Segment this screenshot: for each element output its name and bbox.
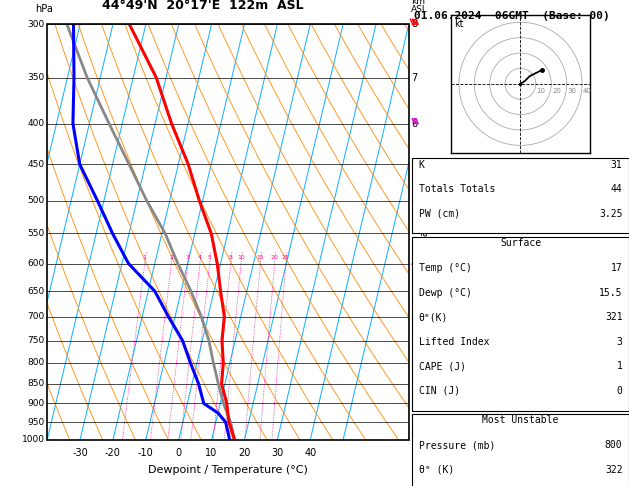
Text: 6: 6 [411, 119, 417, 129]
Text: 1000: 1000 [21, 435, 45, 444]
Text: 3: 3 [186, 255, 190, 260]
Text: 900: 900 [27, 399, 45, 408]
Text: 600: 600 [27, 259, 45, 268]
Text: 40: 40 [304, 448, 316, 458]
Text: CAPE (J): CAPE (J) [418, 361, 465, 371]
Text: kt: kt [454, 19, 464, 29]
Text: 30: 30 [567, 88, 576, 94]
Text: LCL: LCL [411, 435, 427, 444]
Text: 350: 350 [27, 73, 45, 82]
Text: 10: 10 [537, 88, 545, 94]
Text: 20: 20 [238, 448, 250, 458]
Text: 15: 15 [257, 255, 264, 260]
Text: 750: 750 [27, 336, 45, 345]
Text: 3.25: 3.25 [599, 209, 623, 219]
FancyBboxPatch shape [412, 158, 629, 233]
Text: 700: 700 [27, 312, 45, 321]
Text: 1: 1 [143, 255, 147, 260]
Text: 31: 31 [611, 159, 623, 170]
Text: 650: 650 [27, 287, 45, 295]
Text: 550: 550 [27, 229, 45, 238]
Text: 7: 7 [411, 72, 417, 83]
Text: θᵉ(K): θᵉ(K) [418, 312, 448, 322]
Text: 17: 17 [611, 263, 623, 273]
Text: 20: 20 [270, 255, 279, 260]
FancyBboxPatch shape [412, 237, 629, 411]
Text: Most Unstable: Most Unstable [482, 416, 559, 425]
Text: 10: 10 [206, 448, 218, 458]
Text: 30: 30 [271, 448, 284, 458]
Text: K: K [418, 159, 425, 170]
Text: 5: 5 [411, 195, 417, 206]
Text: -20: -20 [105, 448, 121, 458]
Text: 20: 20 [552, 88, 561, 94]
Text: 10: 10 [237, 255, 245, 260]
Text: hPa: hPa [36, 4, 53, 14]
Text: 40: 40 [583, 88, 592, 94]
Text: 4: 4 [411, 259, 417, 269]
Text: 450: 450 [28, 160, 45, 169]
Text: 322: 322 [605, 465, 623, 475]
Text: PW (cm): PW (cm) [418, 209, 460, 219]
Text: Mixing Ratio (g/kg): Mixing Ratio (g/kg) [420, 186, 430, 278]
Text: 1: 1 [616, 361, 623, 371]
Text: Pressure (mb): Pressure (mb) [418, 440, 495, 450]
FancyBboxPatch shape [412, 414, 629, 486]
Text: 950: 950 [27, 417, 45, 427]
Text: 01.06.2024  06GMT  (Base: 00): 01.06.2024 06GMT (Base: 00) [414, 11, 610, 21]
Text: -30: -30 [72, 448, 88, 458]
Text: 0: 0 [616, 386, 623, 396]
Text: θᵉ (K): θᵉ (K) [418, 465, 454, 475]
Text: CIN (J): CIN (J) [418, 386, 460, 396]
Legend: Temperature, Dewpoint, Parcel Trajectory, Dry Adiabat, Wet Adiabat, Isotherm, Mi: Temperature, Dewpoint, Parcel Trajectory… [457, 28, 541, 104]
Text: Lifted Index: Lifted Index [418, 337, 489, 347]
Text: 8: 8 [229, 255, 233, 260]
Text: 5: 5 [208, 255, 211, 260]
Text: km
ASL: km ASL [411, 0, 428, 14]
Text: 500: 500 [27, 196, 45, 205]
Text: 850: 850 [27, 379, 45, 388]
Text: 800: 800 [27, 358, 45, 367]
Text: 0: 0 [175, 448, 182, 458]
Text: 8: 8 [411, 19, 417, 29]
Text: Totals Totals: Totals Totals [418, 184, 495, 194]
Text: 800: 800 [605, 440, 623, 450]
Text: 15.5: 15.5 [599, 288, 623, 297]
Text: 1: 1 [411, 399, 417, 408]
Text: 3: 3 [411, 312, 417, 322]
Text: 400: 400 [28, 119, 45, 128]
Text: Dewp (°C): Dewp (°C) [418, 288, 471, 297]
Text: 2: 2 [169, 255, 174, 260]
Text: Surface: Surface [500, 238, 541, 248]
Text: 300: 300 [27, 20, 45, 29]
Text: 44°49'N  20°17'E  122m  ASL: 44°49'N 20°17'E 122m ASL [102, 0, 304, 12]
Text: Temp (°C): Temp (°C) [418, 263, 471, 273]
Text: Dewpoint / Temperature (°C): Dewpoint / Temperature (°C) [148, 465, 308, 475]
Text: 4: 4 [198, 255, 202, 260]
Text: -10: -10 [138, 448, 153, 458]
Text: 2: 2 [411, 358, 417, 368]
Text: 3: 3 [616, 337, 623, 347]
Text: 321: 321 [605, 312, 623, 322]
Text: 25: 25 [282, 255, 290, 260]
Text: 44: 44 [611, 184, 623, 194]
